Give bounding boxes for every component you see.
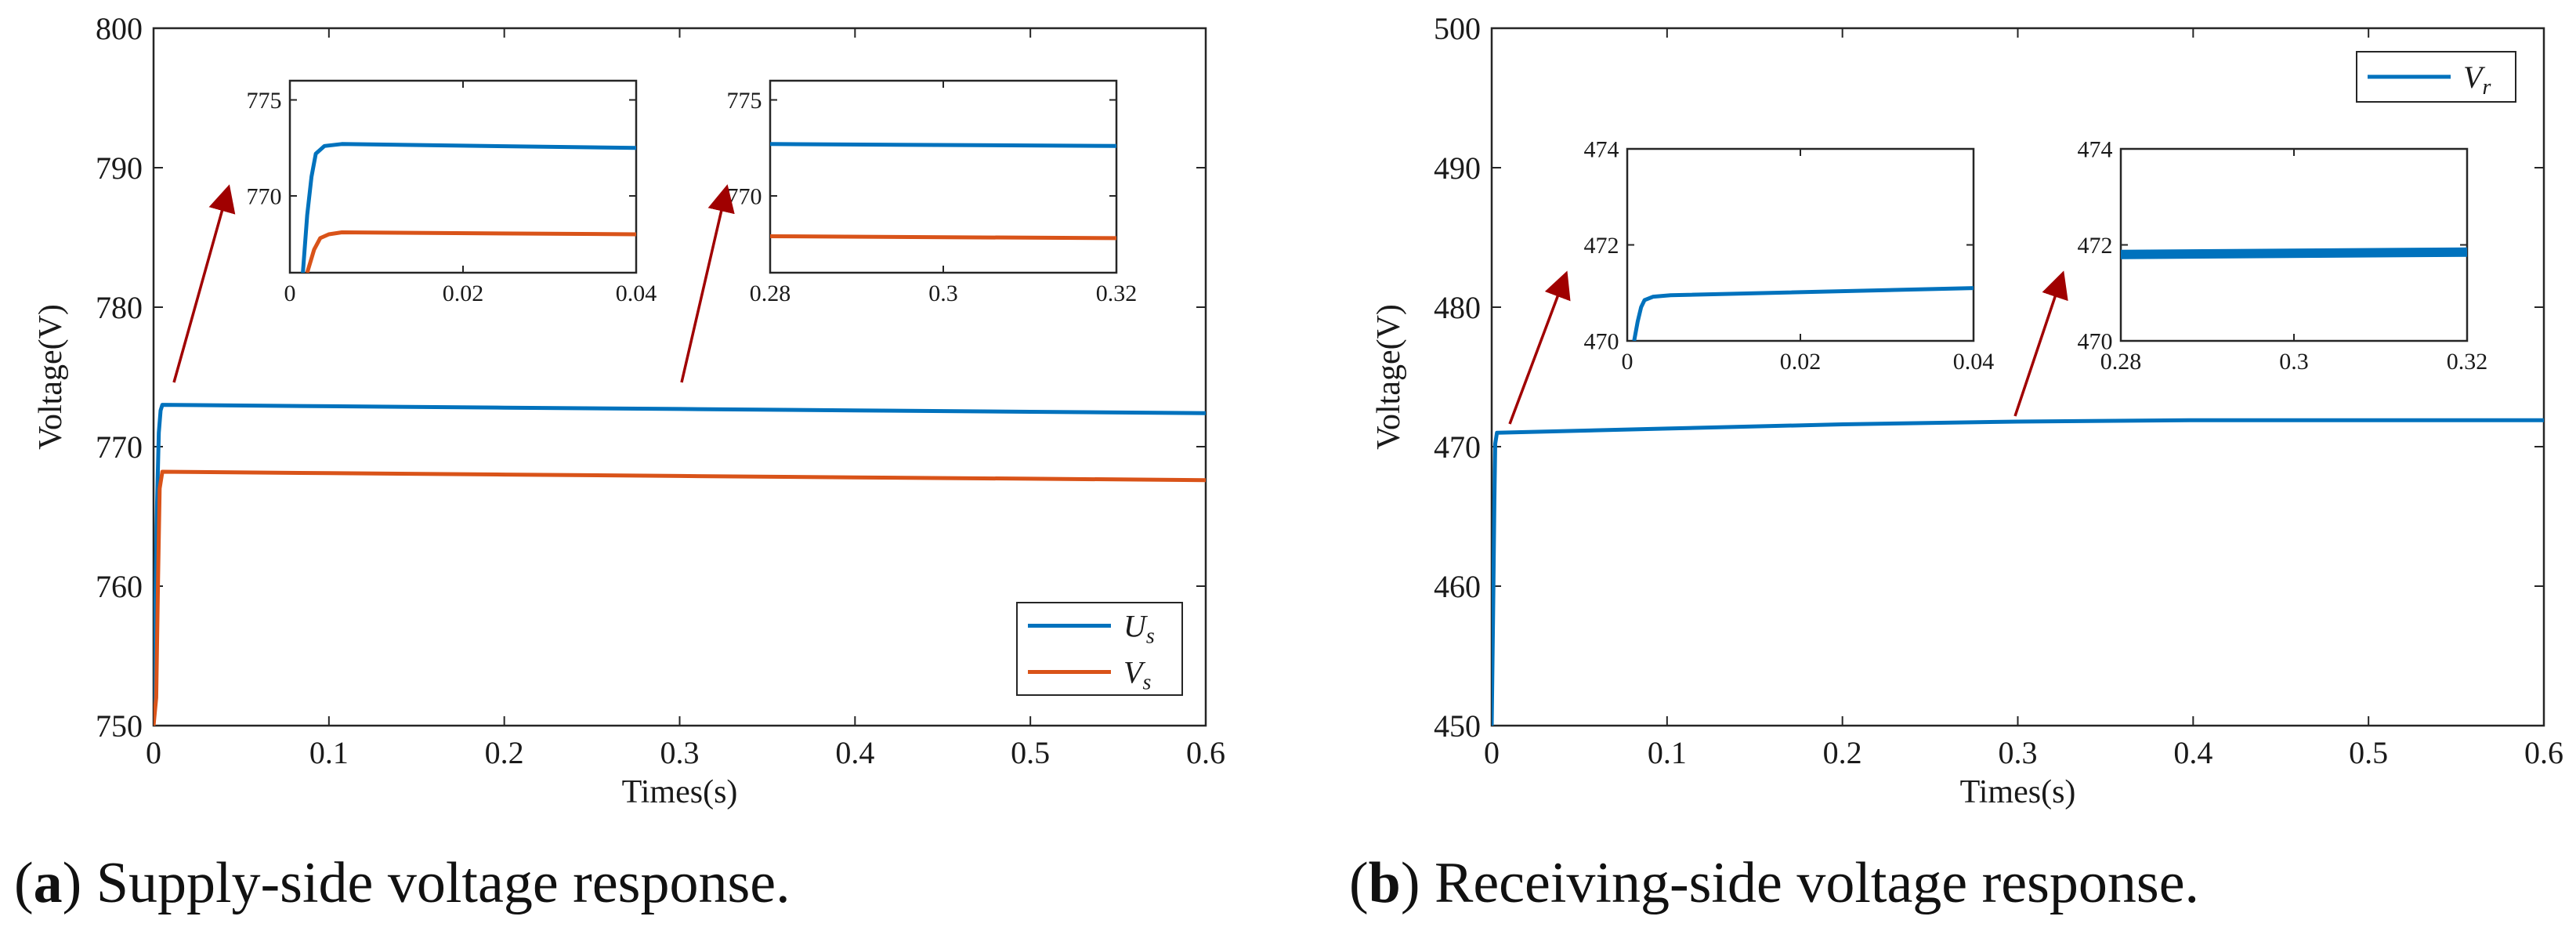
chart-b-inset-1-xtick-label: 0.3 bbox=[2279, 349, 2309, 375]
chart-a-inset-1-series-0 bbox=[770, 142, 1116, 148]
chart-a-series-V_s bbox=[154, 469, 1206, 726]
chart-b-inset-0-frame bbox=[1626, 147, 1975, 342]
chart-a-inset-1-xtick-label: 0.3 bbox=[928, 281, 958, 306]
chart-a-ytick-label: 780 bbox=[96, 290, 143, 325]
chart-b-inset-1-xtick-label: 0.32 bbox=[2447, 349, 2488, 375]
chart-a-inset-0-frame bbox=[288, 79, 638, 274]
chart-b-ytick-label: 500 bbox=[1434, 11, 1481, 46]
chart-a-inset-1-series-1 bbox=[770, 234, 1116, 241]
chart-a-inset-0-xtick-label: 0 bbox=[284, 281, 296, 306]
chart-a-xtick-label: 0.3 bbox=[660, 735, 700, 770]
chart-a-inset-0-xtick-label: 0.02 bbox=[443, 281, 484, 306]
chart-a-legend-main-U_s: U bbox=[1123, 609, 1149, 644]
chart-a-inset-0-series-1 bbox=[305, 230, 636, 273]
chart-b-legend-sub-V_r: r bbox=[2482, 75, 2491, 100]
chart-b-zoom-arrow-1 bbox=[2013, 270, 2068, 417]
chart-a-legend-box bbox=[1016, 602, 1183, 696]
chart-b-ytick-label: 450 bbox=[1434, 708, 1481, 744]
chart-b-ytick-label: 470 bbox=[1434, 429, 1481, 465]
chart-a: 0 0.1 0.2 0.3 0.4 0.5 0.6 750 760 770 780 790 800 Tim… bbox=[33, 11, 1225, 810]
caption-b-text: Receiving-side voltage response. bbox=[1434, 851, 2200, 915]
chart-b-series-V_r bbox=[1492, 418, 2544, 726]
chart-a-inset-0-xtick-label: 0.04 bbox=[616, 281, 657, 306]
chart-a-legend-label-V_s: Vs bbox=[1123, 655, 1151, 695]
caption-b: (b) Receiving-side voltage response. bbox=[1349, 851, 2200, 915]
chart-a-xtick-label: 0.5 bbox=[1011, 735, 1050, 770]
chart-a-legend-label-U_s: Us bbox=[1123, 609, 1155, 649]
chart-a-ytick-label: 750 bbox=[96, 708, 143, 744]
chart-b-inset-0-ytick-label: 472 bbox=[1584, 233, 1619, 259]
chart-a-series-U_s bbox=[154, 403, 1206, 726]
chart-b-legend-main-V_r: V bbox=[2463, 60, 2486, 95]
chart-a-xlabel: Times(s) bbox=[622, 774, 738, 810]
chart-b-inset-0-series-0 bbox=[1632, 286, 1974, 341]
chart-a-xtick-label: 0.2 bbox=[485, 735, 524, 770]
chart-b: 0 0.1 0.2 0.3 0.4 0.5 0.6 450 460 470 480 490 500 Tim… bbox=[1371, 11, 2563, 810]
chart-a-zoom-arrow-1 bbox=[680, 184, 735, 383]
chart-a-inset-0-series-0 bbox=[301, 142, 636, 273]
chart-b-inset-0-xtick-label: 0 bbox=[1622, 349, 1634, 375]
chart-b-xtick-label: 0.1 bbox=[1648, 735, 1687, 770]
chart-a-ylabel: Voltage(V) bbox=[33, 304, 69, 450]
chart-a-zoom-arrow-0 bbox=[172, 184, 236, 383]
chart-a-legend-sub-U_s: s bbox=[1146, 625, 1155, 649]
chart-b-ytick-label: 480 bbox=[1434, 290, 1481, 325]
chart-b-inset-1-frame bbox=[2119, 147, 2469, 342]
chart-b-frame bbox=[1490, 27, 2545, 727]
chart-a-inset-1-ytick-label: 775 bbox=[727, 88, 762, 114]
chart-a-inset-1-frame bbox=[769, 79, 1118, 274]
chart-b-inset-0-xtick-label: 0.04 bbox=[1953, 349, 1995, 375]
chart-b-inset-1-xtick-label: 0.28 bbox=[2100, 349, 2142, 375]
chart-b-xtick-label: 0.6 bbox=[2524, 735, 2563, 770]
chart-b-ytick-label: 460 bbox=[1434, 569, 1481, 604]
chart-b-xtick-label: 0.2 bbox=[1823, 735, 1862, 770]
chart-b-ylabel: Voltage(V) bbox=[1371, 304, 1407, 450]
chart-a-ytick-label: 760 bbox=[96, 569, 143, 604]
chart-b-inset-0-xtick-label: 0.02 bbox=[1780, 349, 1822, 375]
chart-a-ytick-label: 790 bbox=[96, 150, 143, 186]
chart-a-inset-1-ytick-label: 770 bbox=[727, 184, 762, 210]
chart-b-inset-1-series-0 bbox=[2121, 247, 2467, 259]
chart-a-legend-main-V_s: V bbox=[1123, 655, 1146, 690]
chart-b-inset-1-ytick-label: 474 bbox=[2078, 137, 2113, 163]
chart-a-xtick-label: 0.4 bbox=[835, 735, 874, 770]
caption-a: (a) Supply-side voltage response. bbox=[14, 851, 791, 915]
chart-a-ytick-label: 770 bbox=[96, 429, 143, 465]
chart-a-xtick-label: 0 bbox=[146, 735, 161, 770]
chart-b-zoom-arrow-0 bbox=[1508, 270, 1571, 425]
chart-b-inset-1-ytick-label: 470 bbox=[2078, 329, 2113, 355]
chart-b-xtick-label: 0.4 bbox=[2173, 735, 2212, 770]
chart-a-xtick-label: 0.1 bbox=[309, 735, 349, 770]
chart-b-inset-0-ytick-label: 470 bbox=[1584, 329, 1619, 355]
chart-b-xlabel: Times(s) bbox=[1960, 774, 2076, 810]
chart-a-inset-1-xtick-label: 0.28 bbox=[750, 281, 791, 306]
chart-a-inset-1-xtick-label: 0.32 bbox=[1096, 281, 1138, 306]
chart-b-inset-0-ytick-label: 474 bbox=[1584, 137, 1619, 163]
chart-b-inset-1-ytick-label: 472 bbox=[2078, 233, 2113, 259]
chart-b-xtick-label: 0.3 bbox=[1999, 735, 2038, 770]
chart-a-ytick-label: 800 bbox=[96, 11, 143, 46]
chart-b-legend-label-V_r: Vr bbox=[2463, 60, 2491, 100]
caption-a-letter: a bbox=[33, 851, 63, 915]
chart-b-ytick-label: 490 bbox=[1434, 150, 1481, 186]
chart-a-inset-0-ytick-label: 775 bbox=[247, 88, 282, 114]
caption-a-text: Supply-side voltage response. bbox=[96, 851, 791, 915]
chart-a-xtick-label: 0.6 bbox=[1186, 735, 1225, 770]
chart-a-legend-sub-V_s: s bbox=[1142, 671, 1151, 695]
chart-b-xtick-label: 0.5 bbox=[2349, 735, 2388, 770]
chart-b-xtick-label: 0 bbox=[1484, 735, 1500, 770]
caption-b-letter: b bbox=[1368, 851, 1401, 915]
chart-a-inset-0-ytick-label: 770 bbox=[247, 184, 282, 210]
